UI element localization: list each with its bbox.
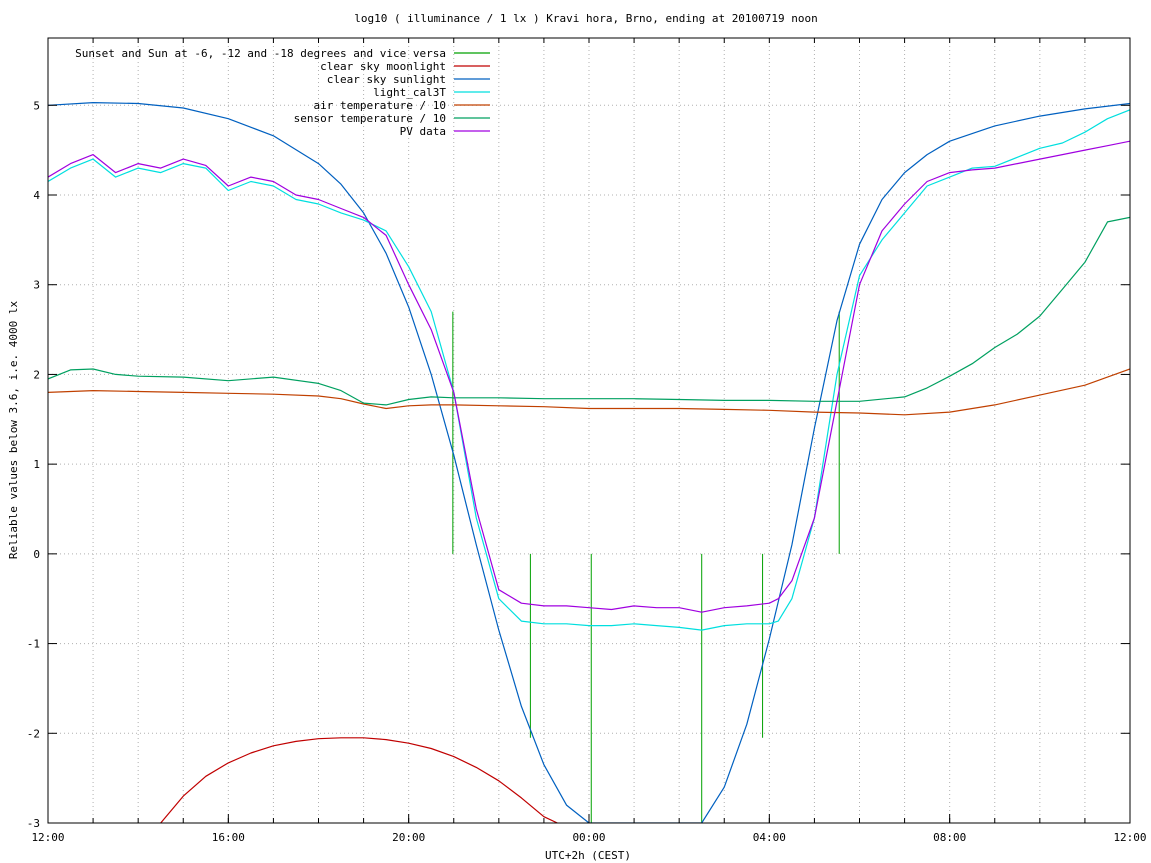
y-axis-label: Reliable values below 3.6, i.e. 4000 lx bbox=[7, 300, 20, 559]
x-tick-label: 16:00 bbox=[212, 831, 245, 844]
series-line-3 bbox=[48, 109, 1130, 631]
y-tick-label: 1 bbox=[33, 458, 40, 471]
axis-ticks: 12:00 16:00 20:00 00:00 04:00 08:00 12:00-3-2-… bbox=[27, 38, 1147, 844]
series-line-6 bbox=[48, 140, 1130, 613]
y-tick-label: -2 bbox=[27, 727, 40, 740]
x-tick-label: 00:00 bbox=[572, 831, 605, 844]
x-axis-label: UTC+2h (CEST) bbox=[545, 849, 631, 862]
legend-label: air temperature / 10 bbox=[314, 99, 446, 112]
x-tick-label: 08:00 bbox=[933, 831, 966, 844]
series-layer bbox=[48, 101, 1130, 823]
legend-label: light_cal3T bbox=[373, 86, 446, 99]
chart-title: log10 ( illuminance / 1 lx ) Kravi hora,… bbox=[354, 12, 818, 25]
y-tick-label: 4 bbox=[33, 189, 40, 202]
legend-label: PV data bbox=[400, 125, 446, 138]
series-line-1 bbox=[160, 737, 558, 823]
series-line-5 bbox=[48, 216, 1130, 406]
y-tick-label: 0 bbox=[33, 548, 40, 561]
series-line-4 bbox=[48, 368, 1130, 416]
x-tick-label: 12:00 bbox=[31, 831, 64, 844]
y-tick-label: 3 bbox=[33, 279, 40, 292]
legend-label: clear sky sunlight bbox=[327, 73, 446, 86]
x-tick-label: 04:00 bbox=[753, 831, 786, 844]
legend-label: sensor temperature / 10 bbox=[294, 112, 446, 125]
series-line-2 bbox=[48, 101, 1130, 823]
y-tick-label: -1 bbox=[27, 638, 40, 651]
y-tick-label: -3 bbox=[27, 817, 40, 830]
legend-label: clear sky moonlight bbox=[320, 60, 446, 73]
y-tick-label: 5 bbox=[33, 99, 40, 112]
legend-label: Sunset and Sun at -6, -12 and -18 degree… bbox=[75, 47, 446, 60]
legend: Sunset and Sun at -6, -12 and -18 degree… bbox=[75, 47, 490, 138]
y-tick-label: 2 bbox=[33, 368, 40, 381]
x-tick-label: 12:00 bbox=[1113, 831, 1146, 844]
x-tick-label: 20:00 bbox=[392, 831, 425, 844]
